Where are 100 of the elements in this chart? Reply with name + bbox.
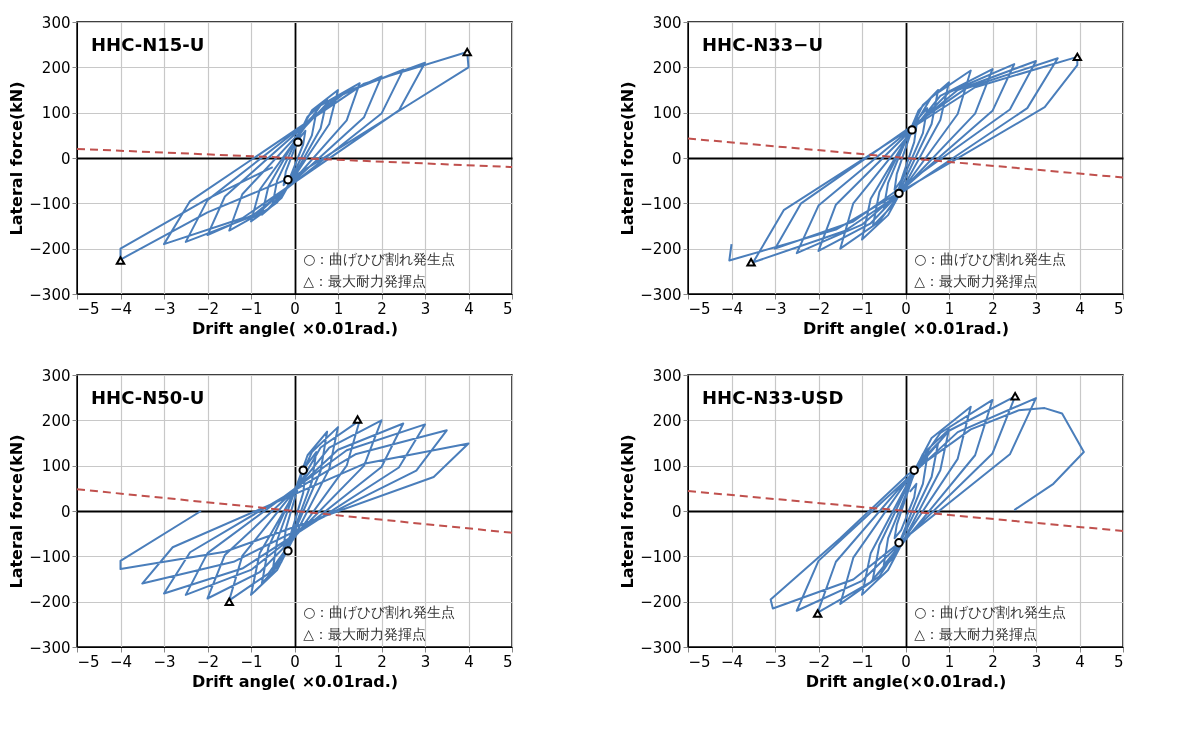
x-axis-title: Drift angle( ×0.01rad.)	[802, 318, 1010, 338]
y-tick-label: 300	[652, 13, 682, 32]
y-axis-title: Lateral force(kN)	[618, 81, 638, 236]
y-tick-label: 0	[671, 149, 682, 168]
y-tick-label: 100	[652, 457, 682, 476]
x-tick-label: 4	[1075, 652, 1085, 671]
annotation: ○：曲げひび割れ発生点	[914, 251, 1067, 267]
x-tick-label: 2	[377, 299, 387, 318]
x-tick-label: 0	[290, 299, 300, 318]
x-tick-label: 5	[502, 299, 513, 318]
point	[746, 258, 756, 267]
x-tick-label: 0	[901, 299, 911, 318]
x-tick-label: −2	[196, 299, 220, 318]
point	[283, 175, 293, 185]
x-tick-label: −2	[807, 652, 831, 671]
annotation: △：最大耐力発揮点	[914, 273, 1037, 289]
point	[293, 137, 303, 147]
text: HHC-N50-U	[91, 387, 205, 408]
x-tick-label: 3	[1031, 652, 1042, 671]
x-tick-label: 4	[1075, 299, 1085, 318]
point	[224, 597, 234, 606]
text: HHC-N15-U	[91, 34, 205, 55]
x-tick-label: −5	[688, 652, 711, 671]
x-tick-label: 3	[420, 652, 431, 671]
annotation: △：最大耐力発揮点	[914, 626, 1037, 642]
y-tick-label: 300	[41, 13, 71, 32]
point	[894, 538, 904, 548]
x-axis-title: Drift angle( ×0.01rad.)	[191, 318, 399, 338]
x-tick-label: 5	[502, 652, 513, 671]
y-tick-label: 100	[41, 104, 71, 123]
x-tick-label: −2	[196, 652, 220, 671]
x-tick-label: 3	[1031, 299, 1042, 318]
y-tick-label: −200	[640, 240, 682, 259]
y-tick-label: −100	[29, 194, 71, 213]
point	[907, 125, 917, 135]
x-tick-label: 1	[944, 652, 955, 671]
x-axis-title: Drift angle( ×0.01rad.)	[191, 671, 399, 691]
annotation: ○：曲げひび割れ発生点	[303, 251, 456, 267]
y-tick-label: 100	[652, 104, 682, 123]
x-tick-label: 5	[1113, 299, 1124, 318]
y-tick-label: 200	[652, 58, 682, 77]
x-tick-label: −1	[851, 652, 874, 671]
x-tick-label: −2	[807, 299, 831, 318]
point	[283, 546, 293, 556]
y-tick-label: −100	[640, 547, 682, 566]
point	[1010, 392, 1020, 401]
x-tick-label: −4	[109, 299, 133, 318]
y-tick-label: 200	[41, 58, 71, 77]
x-tick-label: 1	[333, 652, 344, 671]
y-tick-label: −300	[29, 638, 71, 657]
y-tick-label: −200	[29, 593, 71, 612]
point	[894, 188, 904, 199]
x-tick-label: 2	[988, 299, 998, 318]
point	[115, 256, 126, 265]
x-tick-label: −4	[720, 652, 744, 671]
x-tick-label: −4	[720, 299, 744, 318]
text: HHC-N33-USD	[702, 387, 844, 408]
x-tick-label: −5	[77, 299, 100, 318]
y-tick-label: −300	[640, 638, 682, 657]
y-tick-label: 300	[652, 366, 682, 385]
x-tick-label: −3	[153, 299, 176, 318]
x-axis-title: Drift angle(×0.01rad.)	[805, 671, 1007, 691]
x-tick-label: 1	[944, 299, 955, 318]
y-tick-label: 0	[671, 502, 682, 521]
annotation: △：最大耐力発揮点	[303, 626, 426, 642]
y-tick-label: 0	[60, 502, 71, 521]
x-tick-label: 0	[290, 652, 300, 671]
x-tick-label: −1	[851, 299, 874, 318]
y-axis-title: Lateral force(kN)	[618, 434, 638, 589]
point	[352, 415, 363, 424]
x-tick-label: 5	[1113, 652, 1124, 671]
point	[1072, 52, 1083, 62]
x-tick-label: −5	[77, 652, 100, 671]
point	[298, 465, 308, 475]
x-tick-label: −1	[240, 652, 263, 671]
x-tick-label: 3	[420, 299, 431, 318]
y-tick-label: −200	[29, 240, 71, 259]
y-tick-label: 200	[41, 411, 71, 430]
y-tick-label: 200	[652, 411, 682, 430]
point	[462, 47, 472, 57]
x-tick-label: 2	[377, 652, 387, 671]
y-tick-label: −300	[29, 285, 71, 304]
y-axis-title: Lateral force(kN)	[7, 434, 27, 589]
y-tick-label: −100	[29, 547, 71, 566]
y-axis-title: Lateral force(kN)	[7, 81, 27, 236]
x-tick-label: 4	[464, 299, 474, 318]
y-tick-label: 0	[60, 149, 71, 168]
x-tick-label: −1	[240, 299, 263, 318]
x-tick-label: −3	[153, 652, 176, 671]
x-tick-label: −5	[688, 299, 711, 318]
x-tick-label: −3	[764, 652, 787, 671]
x-tick-label: −3	[764, 299, 787, 318]
x-tick-label: 4	[464, 652, 474, 671]
y-tick-label: −200	[640, 593, 682, 612]
point	[812, 609, 823, 618]
x-tick-label: 1	[333, 299, 344, 318]
annotation: ○：曲げひび割れ発生点	[303, 604, 456, 620]
x-tick-label: 2	[988, 652, 998, 671]
y-tick-label: −100	[640, 194, 682, 213]
text: HHC-N33−U	[702, 34, 824, 55]
